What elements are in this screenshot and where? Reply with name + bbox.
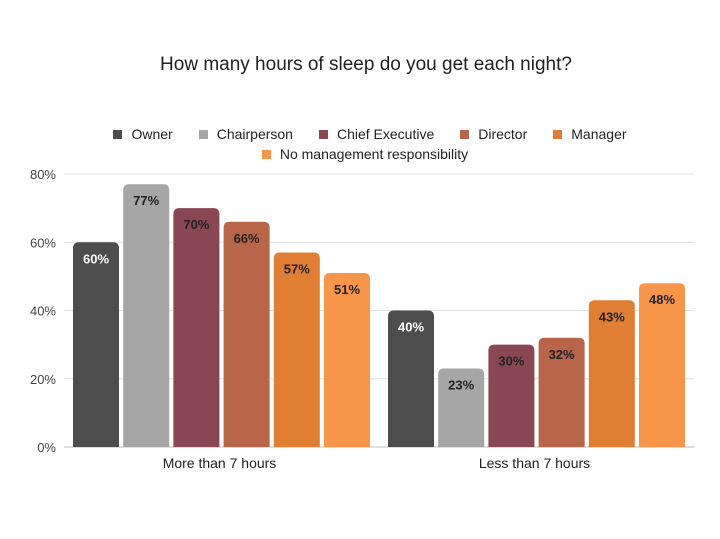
legend-label: Owner xyxy=(131,126,173,142)
data-label: 60% xyxy=(83,251,109,266)
bar xyxy=(73,242,119,447)
legend-item-manager: Manager xyxy=(553,126,627,142)
legend-label: Chairperson xyxy=(216,126,293,142)
data-label: 48% xyxy=(649,292,675,307)
data-label: 70% xyxy=(183,217,209,232)
legend-label: Director xyxy=(478,126,528,142)
legend: Owner Chairperson Chief Executive Direct… xyxy=(0,124,720,164)
legend-item-director: Director xyxy=(460,126,527,142)
legend-row: Owner Chairperson Chief Executive Direct… xyxy=(0,124,720,144)
legend-item-chairperson: Chairperson xyxy=(198,126,293,142)
legend-item-chief-executive: Chief Executive xyxy=(318,126,435,142)
data-label: 30% xyxy=(498,354,524,369)
legend-swatch xyxy=(198,129,208,139)
data-label: 57% xyxy=(284,261,310,276)
y-tick-label: 60% xyxy=(30,235,56,250)
legend-label: Chief Executive xyxy=(336,126,435,142)
bar xyxy=(388,310,434,447)
legend-swatch xyxy=(553,129,563,139)
bar xyxy=(273,252,320,447)
data-label: 51% xyxy=(334,282,360,297)
bar xyxy=(173,208,220,447)
legend-swatch xyxy=(261,149,271,159)
legend-item-no-management: No management responsibility xyxy=(261,146,469,162)
legend-item-owner: Owner xyxy=(113,126,173,142)
legend-label: Manager xyxy=(571,126,627,142)
legend-row: No management responsibility xyxy=(0,144,720,164)
x-tick-label: Less than 7 hours xyxy=(479,455,590,471)
data-label: 43% xyxy=(599,309,625,324)
data-label: 40% xyxy=(398,320,424,335)
bar xyxy=(538,337,585,447)
chart-title: How many hours of sleep do you get each … xyxy=(160,54,572,75)
bar xyxy=(324,272,370,447)
legend-label: No management responsibility xyxy=(279,146,469,162)
y-tick-label: 40% xyxy=(30,304,56,319)
x-tick-label: More than 7 hours xyxy=(163,455,277,471)
bar xyxy=(223,221,270,447)
data-label: 23% xyxy=(448,378,474,393)
data-label: 77% xyxy=(133,193,159,208)
data-label: 32% xyxy=(549,347,575,362)
data-label: 66% xyxy=(234,231,260,246)
y-tick-label: 20% xyxy=(30,372,56,387)
legend-swatch xyxy=(460,129,470,139)
bar xyxy=(488,344,535,447)
y-tick-label: 0% xyxy=(37,440,56,455)
legend-swatch xyxy=(318,129,328,139)
y-tick-label: 80% xyxy=(30,167,56,182)
bar xyxy=(588,300,635,447)
bar xyxy=(639,283,685,447)
bar xyxy=(438,368,485,447)
legend-swatch xyxy=(113,129,123,139)
bar xyxy=(123,184,170,448)
